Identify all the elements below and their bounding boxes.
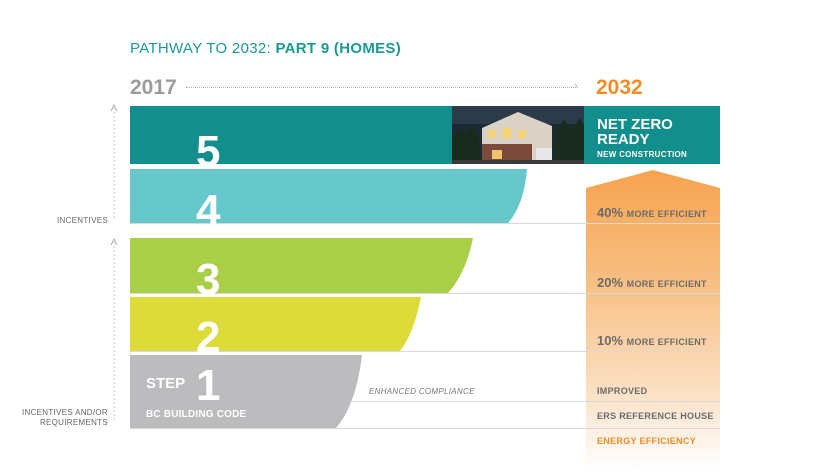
side-arrows xyxy=(110,103,118,420)
step-5-number: 5 xyxy=(196,127,221,176)
incentives-requirements-label: INCENTIVES AND/OR REQUIREMENTS xyxy=(21,408,108,427)
title-prefix: PATHWAY TO 2032: xyxy=(130,40,271,57)
diagram-title: PATHWAY TO 2032: PART 9 (HOMES) xyxy=(130,40,401,57)
guide-line xyxy=(130,223,720,224)
efficiency-40-pct: 40% xyxy=(597,205,624,220)
house-photo xyxy=(452,106,584,164)
step-1-caption: BC BUILDING CODE xyxy=(146,409,247,420)
efficiency-20-pct: 20% xyxy=(597,275,624,290)
step-2-band xyxy=(130,297,421,351)
efficiency-10: 10% MORE EFFICIENT xyxy=(597,333,707,348)
efficiency-40-text: MORE EFFICIENT xyxy=(626,209,707,219)
net-zero-sub: NEW CONSTRUCTION xyxy=(597,150,688,159)
guide-line xyxy=(130,428,720,429)
year-end: 2032 xyxy=(596,76,643,99)
step-4-band xyxy=(130,169,527,223)
efficiency-40: 40% MORE EFFICIENT xyxy=(597,205,707,220)
enhanced-compliance-label: ENHANCED COMPLIANCE xyxy=(369,387,475,396)
guide-line xyxy=(130,351,720,352)
step-3-number: 3 xyxy=(196,255,221,304)
incentives-label: INCENTIVES xyxy=(56,216,108,225)
efficiency-20-text: MORE EFFICIENT xyxy=(626,279,707,289)
ers-reference-label: ERS REFERENCE HOUSE xyxy=(597,411,714,421)
timeline-arrow-icon: › xyxy=(574,80,578,92)
step-4-number: 4 xyxy=(196,186,221,235)
efficiency-10-pct: 10% xyxy=(597,333,624,348)
step-prefix: STEP xyxy=(146,375,186,392)
year-start: 2017 xyxy=(130,76,177,99)
step-1-number: 1 xyxy=(196,361,221,410)
net-zero-line1: NET ZERO xyxy=(597,116,673,133)
title-bold: PART 9 (HOMES) xyxy=(275,40,402,57)
step-5-band xyxy=(130,106,720,164)
step-1-band xyxy=(130,355,362,428)
efficiency-arrow xyxy=(586,170,720,470)
efficiency-10-text: MORE EFFICIENT xyxy=(626,337,707,347)
improved-label: IMPROVED xyxy=(597,386,648,396)
net-zero-title: NET ZERO READY xyxy=(597,117,673,147)
timeline-dotted-line xyxy=(186,87,578,88)
energy-efficiency-label: ENERGY EFFICIENCY xyxy=(597,436,696,446)
net-zero-line2: READY xyxy=(597,131,650,148)
step-3-band xyxy=(130,238,473,293)
efficiency-20: 20% MORE EFFICIENT xyxy=(597,275,707,290)
guide-line xyxy=(130,401,720,402)
step-2-number: 2 xyxy=(196,313,221,362)
guide-line xyxy=(130,293,720,294)
